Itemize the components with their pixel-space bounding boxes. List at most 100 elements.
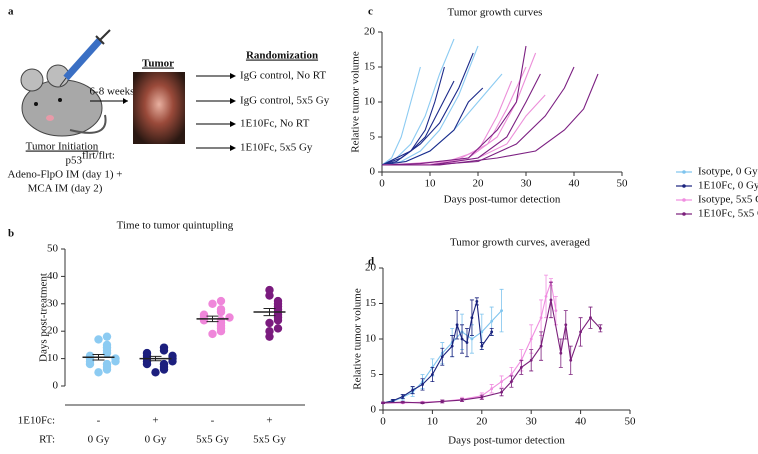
legend-label: Isotype, 0 Gy (698, 166, 758, 178)
x-tick-label: 50 (625, 416, 637, 428)
series-line (382, 301, 493, 404)
y-tick-label: 10 (364, 96, 376, 108)
point (539, 344, 543, 348)
series-line (383, 280, 557, 404)
point (579, 330, 582, 334)
point (401, 400, 405, 404)
x-tick-label: 0 (380, 416, 386, 428)
x-tick-label: 0 (379, 178, 385, 190)
dot (102, 359, 112, 369)
panel-label: a (8, 6, 14, 18)
initiation-label: Tumor Initiation (26, 141, 99, 153)
factor-value: 0 Gy (88, 434, 110, 446)
arm-label: 1E10Fc, 5x5 Gy (240, 142, 313, 154)
point (544, 295, 548, 298)
point (598, 326, 602, 330)
point (475, 299, 479, 303)
y-tick-label: 10 (47, 352, 59, 364)
chart-title: Tumor growth curves, averaged (450, 237, 591, 249)
dot (159, 343, 169, 352)
series-line (381, 45, 479, 166)
arm-label: 1E10Fc, No RT (240, 118, 310, 130)
point (589, 316, 592, 320)
sem-bar (92, 353, 105, 361)
arm-label: IgG control, 5x5 Gy (240, 95, 330, 107)
genotype: p53 (66, 155, 83, 167)
tumor-label: Tumor (142, 58, 174, 70)
point (421, 401, 424, 405)
legend-marker (682, 198, 686, 202)
series-line (381, 94, 546, 166)
point (460, 337, 464, 341)
dot (102, 340, 112, 350)
factor-label: RT: (39, 434, 55, 446)
dot (265, 327, 274, 336)
series-line (381, 87, 484, 166)
legend-marker (682, 212, 686, 216)
point (554, 309, 558, 312)
y-tick-label: 10 (365, 333, 377, 345)
dot (94, 368, 103, 377)
series-line (381, 80, 455, 166)
series-line (382, 73, 599, 166)
y-tick-label: 40 (47, 270, 59, 282)
dot (208, 329, 217, 339)
x-axis-label: Days post-tumor detection (448, 435, 565, 447)
panel-label: d (368, 256, 374, 268)
x-tick-label: 40 (575, 416, 587, 428)
point (450, 344, 454, 348)
dot (151, 368, 160, 377)
dot (159, 359, 169, 369)
series-line (381, 66, 445, 166)
point (500, 380, 503, 383)
point (490, 387, 494, 391)
sem-bar (206, 315, 219, 323)
y-tick-label: 0 (371, 404, 377, 416)
procedure-line: Adeno-FlpO IM (day 1) + (8, 169, 123, 181)
sem-bar (263, 307, 276, 317)
y-tick-label: 15 (365, 297, 377, 309)
point (490, 330, 494, 334)
point (529, 358, 533, 362)
panel-label: c (368, 6, 373, 18)
y-tick-label: 15 (364, 61, 376, 73)
legend-label: Isotype, 5x5 Gy (698, 194, 758, 206)
factor-value: + (152, 415, 158, 427)
dot (94, 335, 103, 344)
x-tick-label: 50 (617, 178, 629, 190)
procedure-line: MCA IM (day 2) (28, 183, 103, 195)
point (440, 355, 444, 359)
point (381, 401, 385, 405)
point (460, 398, 464, 402)
panel-a: a 6-8 weeks Tumor Randomization IgG cont… (8, 6, 330, 195)
y-tick-label: 0 (370, 166, 376, 178)
dot (273, 296, 283, 306)
y-tick-label: 5 (371, 368, 377, 380)
dot (265, 285, 274, 295)
chart-title: Tumor growth curves (448, 7, 543, 19)
y-axis-label: Days post-treatment (38, 273, 50, 362)
series-line (381, 45, 527, 166)
y-tick-label: 5 (370, 131, 376, 143)
factor-label: 1E10Fc: (18, 415, 55, 427)
y-tick-label: 0 (53, 380, 59, 392)
point (401, 395, 405, 398)
series-line (381, 52, 537, 166)
x-tick-label: 30 (521, 178, 533, 190)
x-tick-label: 20 (473, 178, 485, 190)
y-axis-label: Relative tumor volume (350, 51, 362, 153)
point (455, 323, 459, 327)
point (500, 309, 503, 312)
genotype-superscript: flrt/flrt: (82, 150, 115, 162)
point (465, 341, 469, 344)
dot (102, 332, 112, 341)
factor-value: 5x5 Gy (196, 434, 229, 446)
x-tick-label: 10 (425, 178, 437, 190)
x-tick-label: 30 (526, 416, 538, 428)
factor-value: - (97, 415, 101, 427)
point (510, 380, 513, 383)
legend-label: 1E10Fc, 0 Gy (698, 180, 758, 192)
arms: IgG control, No RT IgG control, 5x5 Gy 1… (196, 70, 330, 154)
point (490, 319, 494, 323)
